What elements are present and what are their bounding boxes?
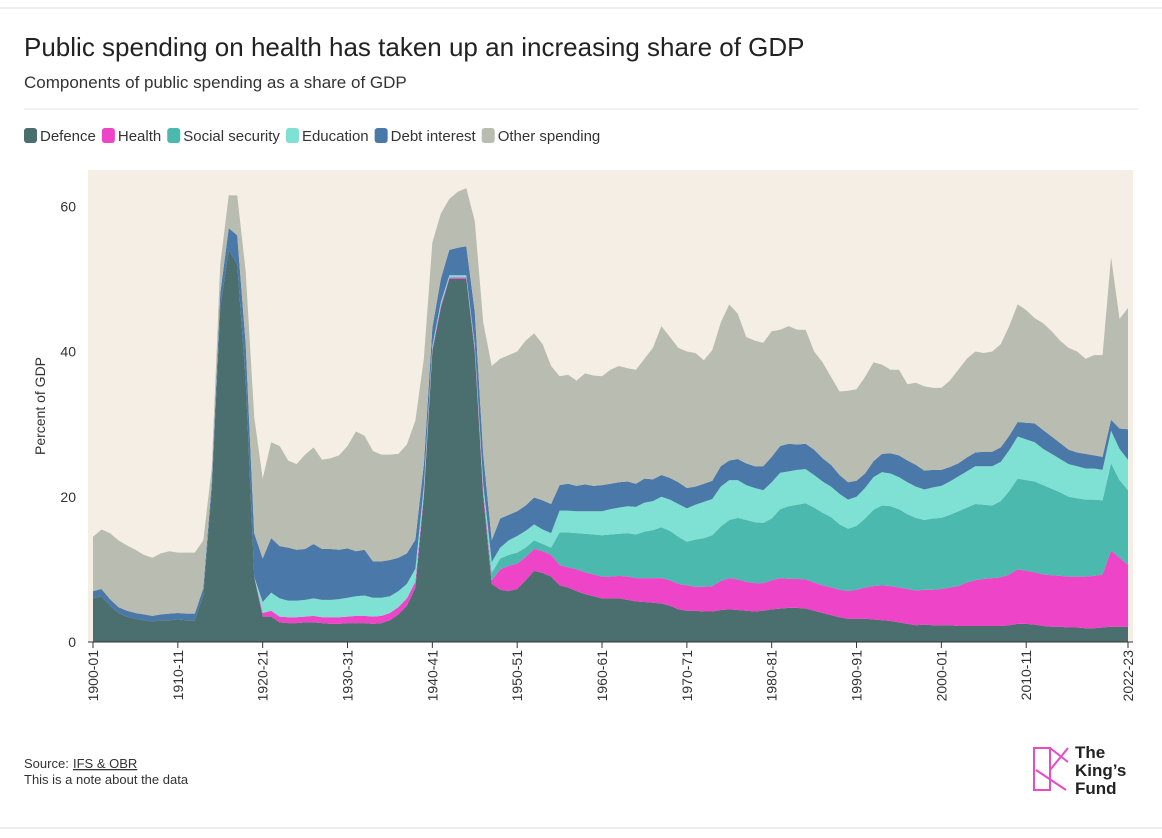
y-axis-label: Percent of GDP — [32, 357, 48, 455]
y-tick-label: 60 — [60, 198, 76, 214]
x-tick-label: 2022-23 — [1120, 650, 1136, 702]
x-tick-label: 1930-31 — [340, 650, 356, 702]
x-tick-label: 1940-41 — [424, 650, 440, 702]
source-link[interactable]: IFS & OBR — [73, 756, 137, 771]
legend-label: Education — [302, 128, 369, 145]
note: This is a note about the data — [24, 772, 189, 787]
x-tick-label: 1950-51 — [509, 650, 525, 702]
legend-label: Defence — [40, 128, 96, 145]
y-tick-label: 20 — [60, 489, 76, 505]
logo-mark — [1033, 747, 1069, 791]
x-tick-label: 1990-91 — [849, 650, 865, 702]
legend-swatch — [374, 128, 388, 143]
area — [93, 249, 1128, 629]
area — [93, 249, 1128, 622]
x-tick-label: 1960-61 — [594, 650, 610, 702]
x-tick-label: 1900-01 — [85, 650, 101, 702]
y-tick-label: 40 — [60, 344, 76, 360]
area — [93, 188, 1128, 616]
legend-label: Other spending — [498, 128, 601, 145]
legend-swatch — [167, 128, 181, 143]
chart-title: Public spending on health has taken up a… — [24, 32, 805, 62]
x-tick-label: 2010-11 — [1018, 650, 1034, 701]
chart-subtitle: Components of public spending as a share… — [24, 73, 407, 92]
x-tick-label: 1910-11 — [170, 650, 186, 701]
source-label: Source: — [24, 756, 69, 771]
x-tick-label: 1980-81 — [764, 650, 780, 702]
logo: The King’s Fund — [1033, 743, 1126, 798]
y-tick-label: 0 — [68, 634, 76, 650]
logo-text: King’s — [1075, 761, 1126, 780]
legend-label: Social security — [183, 128, 280, 145]
x-tick-label: 1920-21 — [255, 650, 271, 702]
x-tick-label: 1970-71 — [679, 650, 695, 702]
logo-text: Fund — [1075, 779, 1117, 798]
legend-swatch — [24, 128, 37, 143]
legend-label: Health — [118, 128, 161, 145]
legend-swatch — [101, 128, 115, 143]
legend-swatch — [285, 128, 299, 143]
legend-label: Debt interest — [391, 128, 477, 145]
logo-text: The — [1075, 743, 1105, 762]
legend-swatch — [481, 128, 495, 143]
x-tick-label: 2000-01 — [933, 650, 949, 702]
